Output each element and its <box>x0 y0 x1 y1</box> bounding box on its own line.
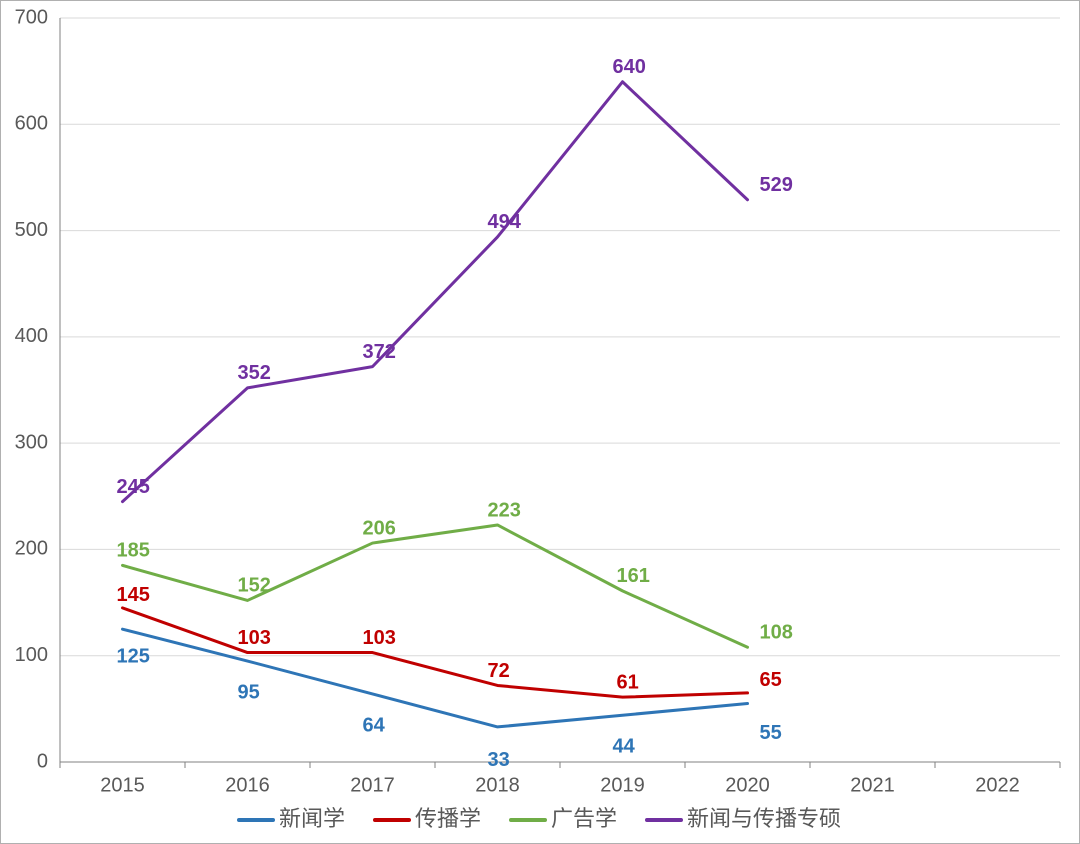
line-chart: 0100200300400500600700201520162017201820… <box>0 0 1080 844</box>
chart-outer-border <box>0 0 1080 844</box>
